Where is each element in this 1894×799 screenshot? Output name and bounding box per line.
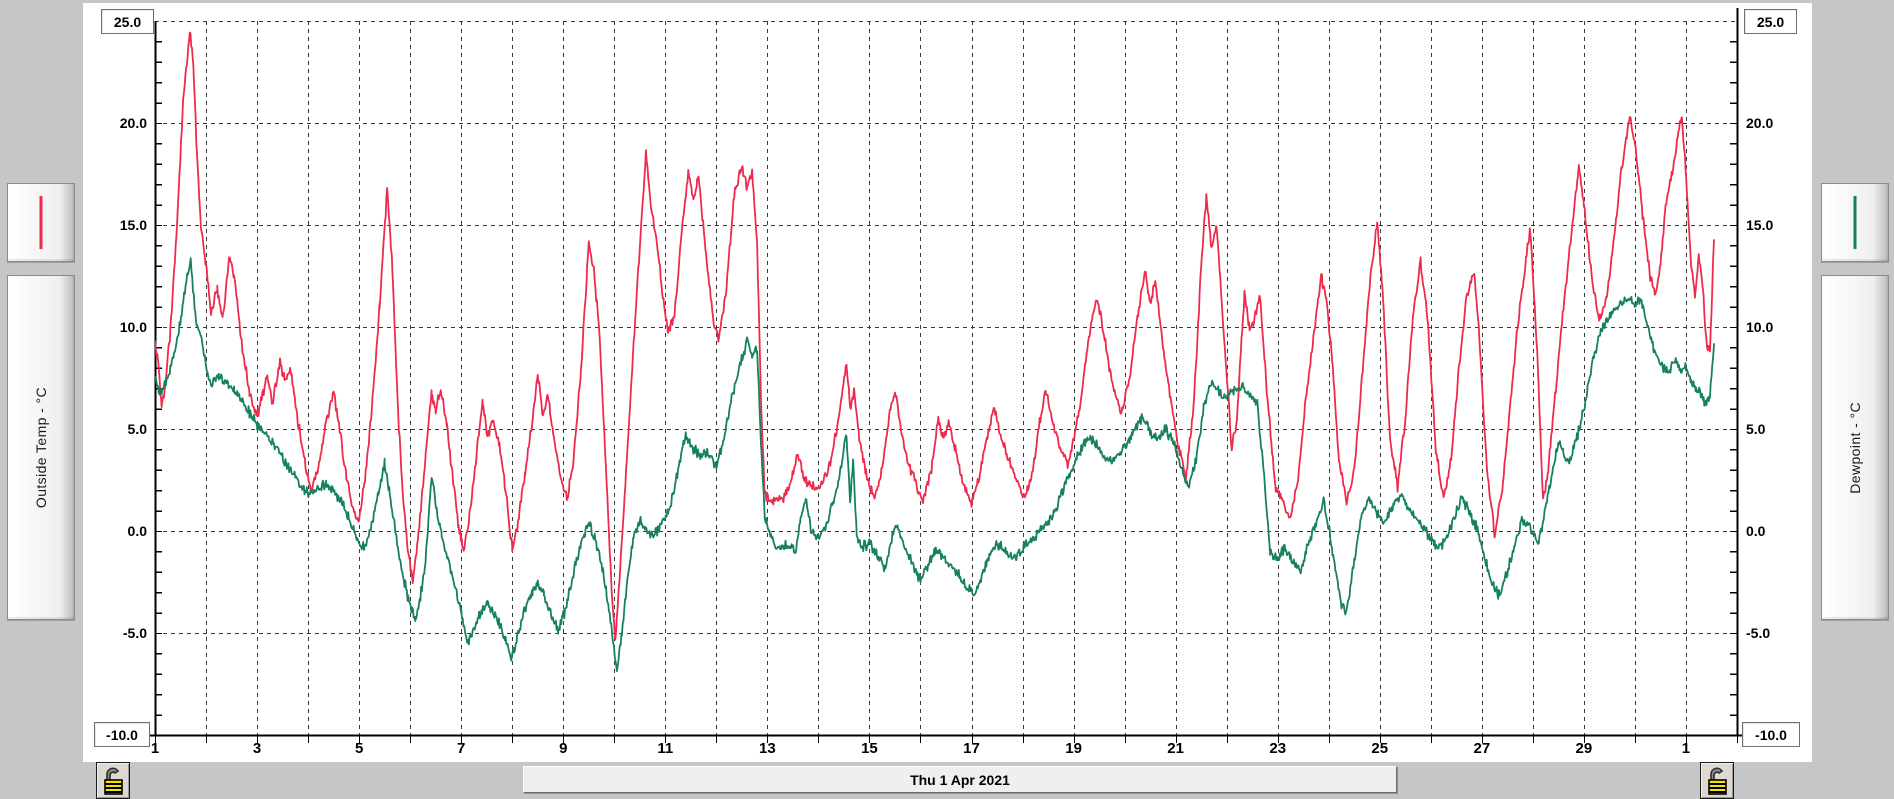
x-tick-label: 9 <box>559 740 568 757</box>
temp-axis-title-button[interactable]: Outside Temp - °C <box>7 275 75 620</box>
temp-legend-button[interactable] <box>7 183 75 262</box>
x-tick-label: 13 <box>759 740 776 757</box>
x-tick-label: 23 <box>1269 740 1287 757</box>
y-tick-label-right: 15.0 <box>1746 217 1774 233</box>
open-padlock-icon <box>104 767 123 795</box>
y-scale-min-right[interactable]: -10.0 <box>1742 722 1800 747</box>
y-tick-label-left: 15.0 <box>119 217 147 233</box>
dew-axis-title: Dewpoint - °C <box>1847 401 1863 494</box>
x-tick-label: 15 <box>861 740 878 757</box>
date-range-label: Thu 1 Apr 2021 <box>910 771 1010 788</box>
x-tick-label: 7 <box>457 740 466 757</box>
y-tick-label-left: 10.0 <box>119 319 147 335</box>
scale-lock-button-left[interactable] <box>96 762 130 799</box>
y-tick-label-left: 5.0 <box>127 421 147 437</box>
x-tick-label: 27 <box>1473 740 1491 757</box>
x-tick-label: 29 <box>1575 740 1593 757</box>
y-tick-label-right: 20.0 <box>1746 115 1774 131</box>
date-range-button[interactable]: Thu 1 Apr 2021 <box>523 766 1397 793</box>
x-tick-label: 17 <box>963 740 980 757</box>
dew-axis-title-button[interactable]: Dewpoint - °C <box>1821 275 1889 620</box>
x-tick-label: 19 <box>1065 740 1082 757</box>
y-tick-label-left: 0.0 <box>127 523 147 539</box>
x-tick-label: 21 <box>1167 740 1184 757</box>
dew-axis-title-wrap: Dewpoint - °C <box>1822 276 1888 619</box>
x-tick-label: 11 <box>657 740 674 757</box>
dew-legend-button[interactable] <box>1821 183 1889 262</box>
x-tick-label: 5 <box>354 740 364 757</box>
y-tick-label-right: 5.0 <box>1746 421 1766 437</box>
x-tick-label: 1 <box>1681 740 1691 757</box>
temp-axis-title-wrap: Outside Temp - °C <box>8 276 74 619</box>
y-tick-label-right: 10.0 <box>1746 319 1774 335</box>
y-tick-label-right: -5.0 <box>1746 625 1771 641</box>
y-scale-min-left[interactable]: -10.0 <box>94 722 150 747</box>
x-tick-label: 25 <box>1371 740 1389 757</box>
x-tick-label: 1 <box>150 740 160 757</box>
open-padlock-icon <box>1708 767 1727 795</box>
scale-lock-button-right[interactable] <box>1700 762 1734 799</box>
outside-temp-series-line <box>155 31 1715 641</box>
x-tick-label: 3 <box>252 740 262 757</box>
dewpoint-series-line <box>155 257 1715 672</box>
y-tick-label-right: 0.0 <box>1746 523 1766 539</box>
y-tick-label-left: 20.0 <box>119 115 147 131</box>
y-scale-max-left[interactable]: 25.0 <box>101 9 154 34</box>
temp-line-swatch <box>39 196 43 249</box>
y-tick-label-left: -5.0 <box>122 625 147 641</box>
dew-line-swatch <box>1853 196 1857 249</box>
temp-axis-title: Outside Temp - °C <box>33 386 49 509</box>
y-scale-max-right[interactable]: 25.0 <box>1744 9 1797 34</box>
chart-panel <box>83 3 1812 762</box>
